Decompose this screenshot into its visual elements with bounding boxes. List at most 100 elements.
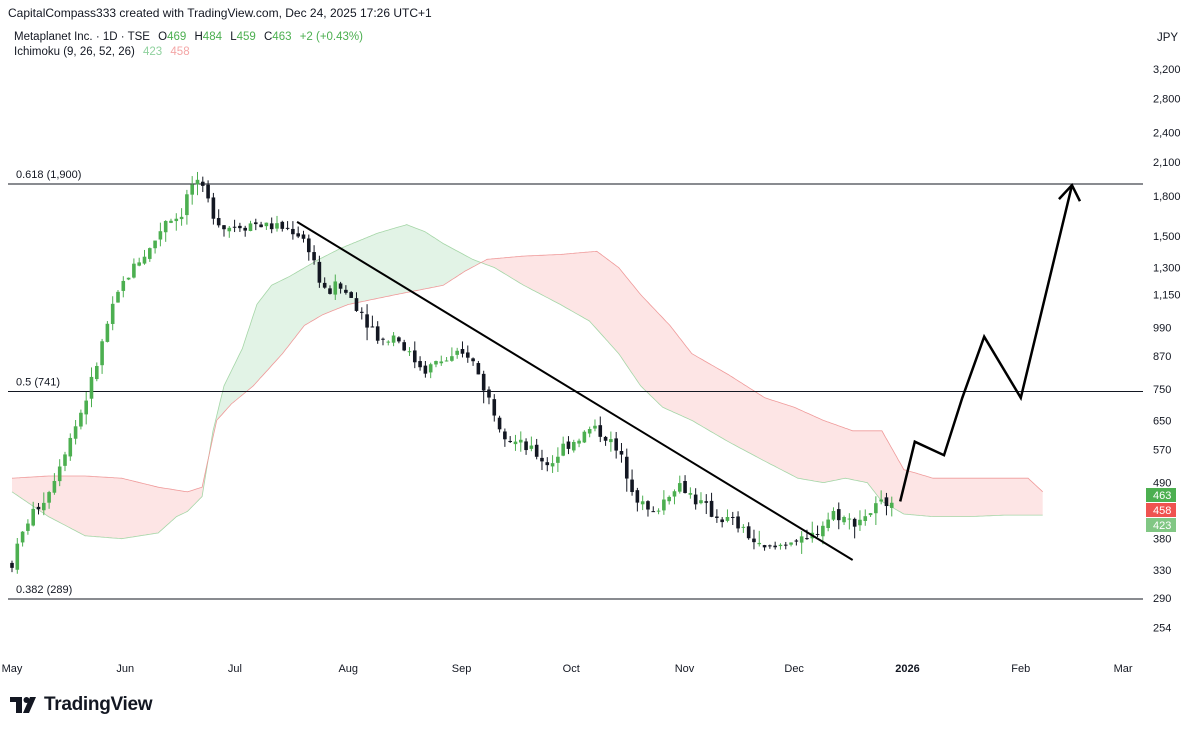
candle-down bbox=[285, 227, 290, 229]
candle-down bbox=[317, 261, 322, 283]
candle-down bbox=[524, 441, 528, 451]
candle-up bbox=[79, 412, 83, 427]
candle-down bbox=[460, 349, 465, 354]
high-value: 484 bbox=[202, 31, 222, 43]
candle-down bbox=[545, 462, 550, 466]
candle-up bbox=[550, 463, 555, 467]
x-axis-label: Mar bbox=[1114, 663, 1133, 675]
x-axis-label: Jul bbox=[228, 663, 242, 675]
price-tag bbox=[1146, 518, 1176, 532]
candle-down bbox=[375, 326, 380, 341]
y-axis-tick-label: 650 bbox=[1153, 415, 1171, 427]
candle-up bbox=[789, 542, 793, 545]
candle-up bbox=[68, 437, 73, 457]
x-axis-label: Nov bbox=[675, 663, 695, 675]
currency-label[interactable]: JPY bbox=[1157, 32, 1179, 44]
candle-up bbox=[100, 341, 104, 366]
x-axis-label: Dec bbox=[784, 663, 804, 675]
candle-down bbox=[540, 457, 544, 462]
candle-up bbox=[132, 263, 136, 278]
candle-up bbox=[105, 323, 110, 342]
y-axis-tick-label: 490 bbox=[1153, 478, 1171, 490]
candle-up bbox=[163, 220, 168, 233]
x-axis-label: Feb bbox=[1011, 663, 1030, 675]
candle-up bbox=[757, 542, 762, 545]
candle-up bbox=[587, 429, 592, 434]
candle-up bbox=[677, 483, 682, 492]
candle-down bbox=[598, 425, 603, 437]
indicator-title[interactable]: Ichimoku (9, 26, 52, 26) bbox=[14, 46, 135, 58]
candle-up bbox=[63, 454, 67, 466]
candle-down bbox=[301, 234, 306, 239]
candle-up bbox=[640, 501, 645, 505]
candle-down bbox=[36, 506, 41, 510]
ichimoku-span-b-line bbox=[11, 250, 1043, 493]
candle-down bbox=[534, 444, 539, 457]
candle-down bbox=[852, 518, 857, 527]
candle-down bbox=[683, 481, 687, 494]
ohlc-row: Metaplanet Inc. · 1D · TSE O469 H484 L45… bbox=[14, 30, 363, 45]
candle-down bbox=[704, 501, 709, 503]
candle-up bbox=[847, 518, 852, 520]
price-chart[interactable]: 0.618 (1,900) 0.5 (741) 0.382 (289) 3,200 2,… bbox=[0, 0, 1199, 690]
candle-up bbox=[333, 281, 338, 295]
candle-down bbox=[635, 490, 640, 503]
candle-up bbox=[450, 356, 454, 361]
candle-up bbox=[863, 516, 868, 521]
tradingview-logo-icon bbox=[10, 697, 36, 713]
candle-up bbox=[94, 366, 99, 380]
candle-down bbox=[836, 509, 841, 521]
candle-down bbox=[768, 545, 772, 547]
candle-down bbox=[566, 441, 571, 449]
candle-down bbox=[715, 516, 719, 518]
candle-down bbox=[630, 479, 634, 493]
candle-down bbox=[762, 545, 767, 548]
candle-up bbox=[582, 431, 587, 443]
x-axis-label: May bbox=[2, 663, 23, 675]
price-tag bbox=[1146, 488, 1176, 502]
candle-down bbox=[481, 373, 486, 391]
symbol-title[interactable]: Metaplanet Inc. · 1D · TSE bbox=[14, 31, 150, 43]
candle-down bbox=[269, 223, 274, 230]
candle-down bbox=[730, 516, 735, 518]
candle-down bbox=[243, 227, 247, 231]
candle-down bbox=[253, 222, 258, 225]
candle-up bbox=[699, 500, 703, 504]
y-axis-tick-label: 380 bbox=[1153, 534, 1171, 546]
tradingview-brand-text: TradingView bbox=[44, 694, 153, 715]
candle-down bbox=[487, 389, 491, 398]
candle-down bbox=[465, 352, 470, 358]
tradingview-logo: TradingView bbox=[10, 694, 153, 716]
fib-level-label: 0.618 (1,900) bbox=[16, 169, 81, 181]
candle-up bbox=[529, 445, 534, 449]
candle-down bbox=[344, 289, 348, 293]
candle-down bbox=[709, 500, 714, 517]
candle-up bbox=[868, 513, 873, 516]
y-axis-tick-label: 2,400 bbox=[1153, 128, 1181, 140]
y-axis-tick-label: 1,500 bbox=[1153, 231, 1181, 243]
candle-up bbox=[147, 248, 152, 259]
candle-up bbox=[656, 510, 661, 512]
candle-up bbox=[15, 543, 20, 570]
candle-up bbox=[89, 376, 94, 399]
candle-up bbox=[831, 511, 836, 520]
projection-path bbox=[898, 184, 1074, 502]
candle-up bbox=[185, 194, 189, 216]
chart-caption: CapitalCompass333 created with TradingVi… bbox=[8, 6, 432, 20]
candle-down bbox=[884, 497, 889, 507]
candle-down bbox=[381, 338, 385, 340]
candle-down bbox=[752, 538, 756, 543]
candle-up bbox=[879, 499, 883, 502]
candle-up bbox=[688, 493, 693, 495]
x-axis-label: Jun bbox=[116, 663, 134, 675]
candle-down bbox=[296, 233, 300, 237]
y-axis-tick-label: 1,300 bbox=[1153, 263, 1181, 275]
candle-down bbox=[736, 516, 740, 529]
y-axis-tick-label: 3,200 bbox=[1153, 64, 1181, 76]
candle-up bbox=[227, 227, 232, 232]
x-axis-label: Oct bbox=[563, 663, 580, 675]
x-axis-label: Aug bbox=[338, 663, 358, 675]
candle-up bbox=[741, 526, 746, 528]
candle-down bbox=[232, 226, 237, 228]
candle-down bbox=[805, 538, 809, 540]
